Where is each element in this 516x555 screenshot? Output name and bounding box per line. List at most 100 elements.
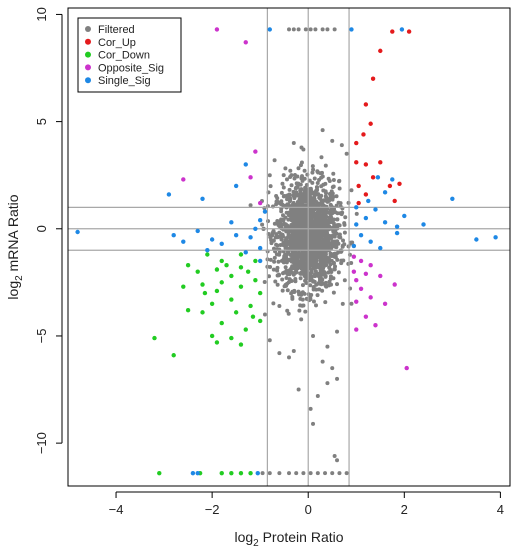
- x-tick-label: −4: [109, 502, 124, 517]
- legend-marker-cor-down: [85, 51, 91, 58]
- point-filtered: [275, 273, 280, 278]
- point-filtered: [304, 194, 309, 199]
- point-filtered: [272, 221, 277, 226]
- point-filtered: [298, 276, 303, 281]
- point-single-sig: [402, 213, 407, 219]
- point-single-sig: [394, 224, 400, 229]
- point-filtered: [296, 27, 301, 32]
- point-filtered: [304, 276, 309, 281]
- point-single-sig: [257, 218, 263, 223]
- point-cor-down: [214, 267, 220, 272]
- point-filtered: [314, 200, 319, 205]
- point-cor-down: [248, 470, 253, 476]
- point-filtered: [286, 250, 291, 255]
- point-filtered: [310, 219, 315, 224]
- point-cor-down: [181, 284, 186, 289]
- point-filtered: [317, 177, 322, 182]
- point-filtered: [274, 242, 279, 247]
- point-filtered: [311, 421, 316, 426]
- point-filtered: [315, 234, 320, 239]
- axes: −4 −2 0 2 4 −10 −5 0 5 10: [34, 7, 511, 517]
- point-filtered: [290, 296, 295, 301]
- point-single-sig: [474, 237, 479, 242]
- point-filtered: [326, 270, 331, 275]
- point-cor-down: [253, 258, 258, 264]
- point-filtered: [308, 186, 313, 191]
- point-filtered: [287, 355, 291, 360]
- point-filtered: [323, 194, 328, 199]
- point-filtered: [331, 184, 336, 189]
- point-filtered: [279, 217, 284, 222]
- point-filtered: [299, 317, 304, 322]
- point-filtered: [275, 199, 280, 204]
- point-single-sig: [349, 27, 354, 32]
- point-cor-down: [229, 470, 234, 476]
- point-filtered: [271, 267, 276, 272]
- point-cor-down: [238, 252, 244, 257]
- point-filtered: [301, 233, 306, 238]
- point-filtered: [291, 348, 296, 353]
- point-filtered: [312, 259, 317, 264]
- point-filtered: [337, 186, 342, 191]
- point-filtered: [297, 221, 302, 226]
- point-filtered: [320, 245, 325, 250]
- point-cor-down: [224, 263, 229, 268]
- point-opposite-sig: [363, 314, 369, 319]
- point-filtered: [285, 223, 290, 228]
- point-filtered: [332, 27, 337, 32]
- point-opposite-sig: [392, 282, 397, 287]
- point-filtered: [285, 308, 290, 313]
- point-single-sig: [390, 177, 395, 182]
- point-filtered: [308, 27, 313, 32]
- point-filtered: [260, 222, 265, 227]
- point-filtered: [277, 471, 282, 476]
- point-filtered: [314, 265, 319, 270]
- point-filtered: [340, 210, 345, 215]
- point-filtered: [293, 279, 298, 284]
- point-filtered: [326, 283, 331, 288]
- point-cor-up: [356, 200, 361, 206]
- plot-region: [68, 8, 510, 486]
- point-single-sig: [200, 196, 205, 201]
- point-filtered: [302, 168, 307, 173]
- point-filtered: [281, 271, 286, 276]
- point-filtered: [337, 179, 342, 184]
- point-opposite-sig: [368, 263, 373, 268]
- point-filtered: [284, 276, 289, 281]
- point-filtered: [266, 219, 271, 224]
- point-cor-down: [219, 470, 224, 476]
- point-filtered: [321, 238, 326, 243]
- point-filtered: [315, 393, 320, 398]
- point-filtered: [328, 262, 333, 267]
- point-filtered: [325, 344, 330, 349]
- point-filtered: [311, 237, 316, 242]
- point-cor-down: [185, 308, 191, 313]
- point-single-sig: [378, 245, 383, 251]
- point-filtered: [283, 265, 288, 270]
- x-tick-label: −2: [205, 502, 220, 517]
- point-filtered: [290, 242, 295, 247]
- point-single-sig: [421, 222, 426, 227]
- point-filtered: [325, 27, 330, 32]
- point-filtered: [331, 290, 336, 295]
- point-filtered: [309, 230, 314, 235]
- point-filtered: [287, 27, 291, 32]
- point-filtered: [338, 235, 343, 240]
- point-single-sig: [248, 235, 253, 240]
- point-cor-up: [363, 192, 369, 197]
- point-filtered: [300, 242, 305, 247]
- point-filtered: [288, 278, 293, 283]
- point-filtered: [294, 214, 299, 219]
- point-filtered: [327, 279, 332, 284]
- point-filtered: [279, 209, 284, 214]
- point-opposite-sig: [378, 273, 383, 279]
- point-filtered: [314, 223, 319, 228]
- point-filtered: [320, 359, 325, 364]
- point-filtered: [311, 279, 316, 284]
- point-filtered: [318, 256, 323, 261]
- point-filtered: [316, 216, 321, 221]
- point-filtered: [317, 287, 322, 292]
- point-filtered: [311, 285, 316, 290]
- point-filtered: [349, 188, 354, 193]
- point-filtered: [301, 259, 306, 264]
